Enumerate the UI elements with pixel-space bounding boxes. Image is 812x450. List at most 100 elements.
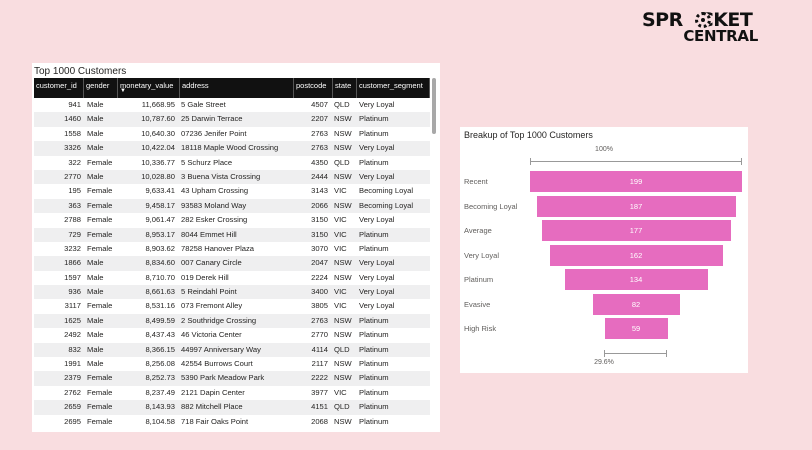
cell-customer-id: 1625 bbox=[64, 315, 81, 325]
cell-customer-id: 729 bbox=[68, 229, 81, 239]
funnel-category-label: High Risk bbox=[464, 324, 497, 333]
cell-customer-id: 195 bbox=[68, 186, 81, 196]
table-row[interactable]: 2659 Female 8,143.93 882 Mitchell Place 4151… bbox=[34, 400, 430, 415]
sprocket-gear-icon bbox=[695, 12, 711, 28]
header-postcode[interactable]: postcode bbox=[294, 78, 333, 98]
funnel-bar[interactable]: 162 bbox=[549, 244, 723, 266]
cell-address: 46 Victoria Center bbox=[181, 330, 242, 340]
table-row[interactable]: 363 Female 9,458.17 93583 Moland Way 2066 NSW… bbox=[34, 198, 430, 214]
sort-descending-icon: ▼ bbox=[120, 88, 126, 94]
table-row[interactable]: 1991 Male 8,256.08 42554 Burrows Court 2117 N… bbox=[34, 357, 430, 371]
cell-address: 282 Esker Crossing bbox=[181, 215, 248, 225]
table-row[interactable]: 941 Male 11,668.95 5 Gale Street 4507 QLD Very… bbox=[34, 98, 430, 112]
cell-segment: Very Loyal bbox=[359, 272, 395, 282]
table-row[interactable]: 936 Male 8,661.63 5 Reindahl Point 3400 VIC Ve… bbox=[34, 285, 430, 300]
cell-postcode: 2068 bbox=[311, 416, 328, 426]
cell-customer-id: 2770 bbox=[64, 171, 81, 181]
cell-gender: Female bbox=[87, 157, 113, 167]
table-row[interactable]: 1558 Male 10,640.30 07236 Jenifer Point 2763… bbox=[34, 127, 430, 141]
cell-gender: Male bbox=[87, 100, 104, 109]
cell-state: QLD bbox=[334, 100, 350, 109]
cell-address: 78258 Hanover Plaza bbox=[181, 243, 255, 253]
header-address[interactable]: address bbox=[180, 78, 294, 98]
cell-postcode: 2770 bbox=[311, 330, 328, 340]
cell-monetary-value: 9,061.47 bbox=[145, 215, 175, 225]
table-row[interactable]: 2762 Female 8,237.49 2121 Dapin Center 3977 V… bbox=[34, 386, 430, 400]
scrollbar-thumb[interactable] bbox=[432, 78, 436, 134]
header-state[interactable]: state bbox=[333, 78, 357, 98]
cell-customer-id: 322 bbox=[68, 157, 81, 167]
funnel-category-label: Platinum bbox=[464, 275, 494, 284]
funnel-bar[interactable]: 59 bbox=[604, 318, 668, 339]
funnel-bar[interactable]: 134 bbox=[564, 269, 708, 290]
table-scrollbar[interactable] bbox=[431, 78, 437, 430]
cell-state: VIC bbox=[334, 301, 347, 311]
cell-segment: Very Loyal bbox=[359, 143, 395, 153]
cell-segment: Very Loyal bbox=[359, 258, 395, 268]
cell-segment: Platinum bbox=[359, 128, 389, 138]
cell-segment: Very Loyal bbox=[359, 287, 395, 297]
funnel-category-label: Becoming Loyal bbox=[464, 201, 518, 211]
cell-segment: Platinum bbox=[359, 229, 389, 239]
cell-gender: Male bbox=[87, 114, 104, 124]
cell-state: VIC bbox=[334, 186, 347, 196]
table-row[interactable]: 1460 Male 10,787.60 25 Darwin Terrace 2207 NS… bbox=[34, 112, 430, 127]
funnel-bar[interactable]: 82 bbox=[592, 293, 680, 315]
funnel-bottom-bracket bbox=[604, 350, 667, 357]
cell-segment: Platinum bbox=[359, 402, 389, 412]
cell-monetary-value: 10,640.30 bbox=[141, 128, 175, 138]
table-row[interactable]: 3117 Female 8,531.16 073 Fremont Alley 3805 V… bbox=[34, 299, 430, 313]
table-row[interactable]: 2770 Male 10,028.80 3 Buena Vista Crossing 2… bbox=[34, 169, 430, 185]
cell-gender: Female bbox=[87, 373, 113, 383]
cell-customer-id: 2379 bbox=[64, 373, 81, 383]
cell-state: QLD bbox=[334, 344, 350, 354]
cell-gender: Male bbox=[87, 315, 104, 325]
cell-state: VIC bbox=[334, 215, 347, 225]
cell-customer-id: 2492 bbox=[64, 330, 81, 340]
cell-customer-id: 1991 bbox=[64, 359, 81, 369]
cell-monetary-value: 9,633.41 bbox=[145, 186, 175, 196]
table-row[interactable]: 729 Female 8,953.17 8044 Emmet Hill 3150 VIC P… bbox=[34, 227, 430, 242]
table-row[interactable]: 195 Female 9,633.41 43 Upham Crossing 3143 VI… bbox=[34, 184, 430, 198]
cell-segment: Becoming Loyal bbox=[359, 186, 414, 196]
table-row[interactable]: 1625 Male 8,499.59 2 Southridge Crossing 276… bbox=[34, 313, 430, 329]
cell-monetary-value: 8,903.62 bbox=[145, 243, 175, 253]
cell-postcode: 2224 bbox=[311, 272, 328, 282]
table-row[interactable]: 832 Male 8,366.15 44997 Anniversary Way 4114… bbox=[34, 342, 430, 358]
cell-address: 93583 Moland Way bbox=[181, 200, 247, 210]
cell-postcode: 4350 bbox=[311, 157, 328, 167]
funnel-top-percent: 100% bbox=[595, 146, 613, 153]
header-customer-segment[interactable]: customer_segment bbox=[357, 78, 430, 98]
cell-monetary-value: 8,237.49 bbox=[145, 387, 175, 397]
funnel-bar[interactable]: 177 bbox=[541, 220, 731, 241]
funnel-bar[interactable]: 199 bbox=[530, 171, 742, 192]
table-row[interactable]: 3232 Female 8,903.62 78258 Hanover Plaza 307… bbox=[34, 242, 430, 256]
table-row[interactable]: 2379 Female 8,252.73 5390 Park Meadow Park 2… bbox=[34, 371, 430, 386]
table-row[interactable]: 1866 Male 8,834.60 007 Canary Circle 2047 NSW… bbox=[34, 256, 430, 271]
cell-segment: Platinum bbox=[359, 373, 389, 383]
table-row[interactable]: 2695 Female 8,104.58 718 Fair Oaks Point 206… bbox=[34, 415, 430, 429]
header-customer-id[interactable]: customer_id bbox=[34, 78, 84, 98]
cell-customer-id: 2695 bbox=[64, 416, 81, 426]
table-row[interactable]: 322 Female 10,336.77 5 Schurz Place 4350 QLD P… bbox=[34, 156, 430, 170]
table-row[interactable]: 1597 Male 8,710.70 019 Derek Hill 2224 NSW Ver… bbox=[34, 271, 430, 285]
cell-state: NSW bbox=[334, 373, 352, 383]
cell-monetary-value: 11,668.95 bbox=[141, 100, 175, 109]
table-title: Top 1000 Customers bbox=[34, 66, 127, 77]
funnel-bar[interactable]: 187 bbox=[536, 195, 736, 217]
table-row[interactable]: 3326 Male 10,422.04 18118 Maple Wood Crossi… bbox=[34, 141, 430, 156]
cell-address: 43 Upham Crossing bbox=[181, 186, 249, 196]
header-monetary-value[interactable]: monetary_value bbox=[118, 78, 180, 98]
table-row[interactable]: 2492 Male 8,437.43 46 Victoria Center 2770 NS… bbox=[34, 328, 430, 342]
cell-state: QLD bbox=[334, 157, 350, 167]
header-gender[interactable]: gender bbox=[84, 78, 118, 98]
cell-monetary-value: 8,366.15 bbox=[145, 344, 175, 354]
cell-customer-id: 941 bbox=[68, 100, 81, 109]
table-row[interactable]: 2788 Female 9,061.47 282 Esker Crossing 3150… bbox=[34, 213, 430, 227]
cell-customer-id: 3232 bbox=[64, 243, 81, 253]
funnel-chart-card: Breakup of Top 1000 Customers 100% Recen… bbox=[460, 127, 748, 373]
cell-state: NSW bbox=[334, 258, 352, 268]
cell-gender: Female bbox=[87, 387, 113, 397]
cell-monetary-value: 10,787.60 bbox=[141, 114, 175, 124]
cell-address: 5 Schurz Place bbox=[181, 157, 233, 167]
